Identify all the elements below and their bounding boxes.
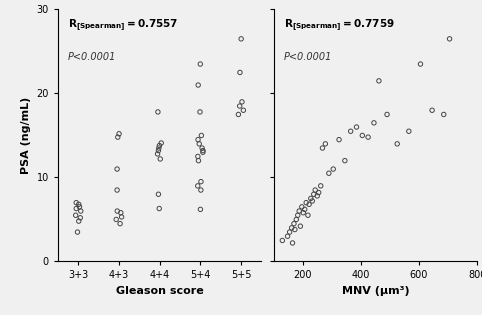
Point [313, 193, 321, 198]
Point [75, 202, 82, 207]
Point [347, 129, 355, 134]
Point [311, 187, 319, 192]
Point [321, 141, 329, 146]
Point [290, 221, 298, 226]
Point [370, 120, 378, 125]
Point [299, 210, 307, 215]
Point [446, 36, 454, 41]
Point [154, 109, 162, 114]
Point [308, 198, 316, 203]
Point [359, 133, 366, 138]
Point [198, 146, 206, 151]
Point [296, 224, 304, 229]
Point [364, 135, 372, 140]
Point [77, 209, 85, 214]
Point [194, 83, 202, 88]
Point [194, 154, 201, 159]
Point [155, 146, 163, 151]
Point [75, 219, 82, 224]
Text: $\bf{R}$$\bf{_{[Spearman]}}$$\bf{= }$$\bf{0.7557}$: $\bf{R}$$\bf{_{[Spearman]}}$$\bf{= }$$\b… [68, 17, 178, 32]
Point [195, 158, 202, 163]
Point [235, 112, 242, 117]
Point [353, 124, 361, 129]
Point [335, 137, 343, 142]
Point [317, 183, 324, 188]
Point [197, 207, 204, 212]
Point [341, 158, 348, 163]
Point [72, 213, 80, 218]
Point [238, 99, 246, 104]
Point [237, 36, 245, 41]
Point [156, 143, 163, 148]
Text: P<0.0001: P<0.0001 [68, 52, 116, 62]
X-axis label: MNV (μm³): MNV (μm³) [342, 286, 409, 296]
Point [114, 135, 121, 140]
Point [315, 190, 322, 195]
Point [307, 196, 315, 201]
Point [305, 202, 313, 207]
Point [155, 148, 162, 153]
Point [113, 209, 121, 214]
Point [291, 227, 299, 232]
Y-axis label: PSA (ng/mL): PSA (ng/mL) [21, 97, 31, 174]
Point [158, 140, 165, 146]
Point [155, 192, 162, 197]
Point [325, 171, 333, 176]
Text: $\bf{R}$$\bf{_{[Spearman]}}$$\bf{= }$$\bf{0.7759}$: $\bf{R}$$\bf{_{[Spearman]}}$$\bf{= }$$\b… [284, 17, 395, 32]
Point [156, 157, 164, 162]
Point [288, 225, 295, 230]
Text: P<0.0001: P<0.0001 [284, 52, 332, 62]
Point [329, 167, 337, 172]
Point [199, 150, 207, 155]
Point [116, 221, 124, 226]
Point [199, 148, 207, 153]
Point [115, 131, 123, 136]
Point [284, 234, 292, 239]
Point [286, 230, 294, 235]
Point [117, 210, 125, 215]
Point [298, 204, 306, 209]
Point [289, 240, 296, 245]
Point [113, 187, 121, 192]
Point [294, 213, 302, 218]
X-axis label: Gleason score: Gleason score [116, 286, 203, 296]
Point [236, 104, 243, 109]
Point [155, 206, 163, 211]
Point [279, 238, 286, 243]
Point [118, 215, 125, 220]
Point [304, 213, 312, 218]
Point [295, 209, 303, 214]
Point [301, 207, 308, 212]
Point [112, 217, 120, 222]
Point [393, 141, 401, 146]
Point [77, 215, 84, 220]
Point [196, 109, 204, 114]
Point [194, 137, 202, 142]
Point [76, 204, 83, 209]
Point [428, 108, 436, 113]
Point [72, 206, 80, 211]
Point [72, 200, 80, 205]
Point [194, 183, 201, 188]
Point [302, 200, 310, 205]
Point [440, 112, 448, 117]
Point [293, 217, 300, 222]
Point [197, 179, 205, 184]
Point [195, 141, 203, 146]
Point [383, 112, 391, 117]
Point [375, 78, 383, 83]
Point [405, 129, 413, 134]
Point [236, 70, 244, 75]
Point [240, 108, 247, 113]
Point [310, 192, 318, 197]
Point [113, 167, 121, 172]
Point [198, 133, 205, 138]
Point [197, 61, 204, 66]
Point [197, 187, 205, 192]
Point [74, 230, 81, 235]
Point [416, 61, 424, 66]
Point [154, 152, 161, 157]
Point [319, 146, 326, 151]
